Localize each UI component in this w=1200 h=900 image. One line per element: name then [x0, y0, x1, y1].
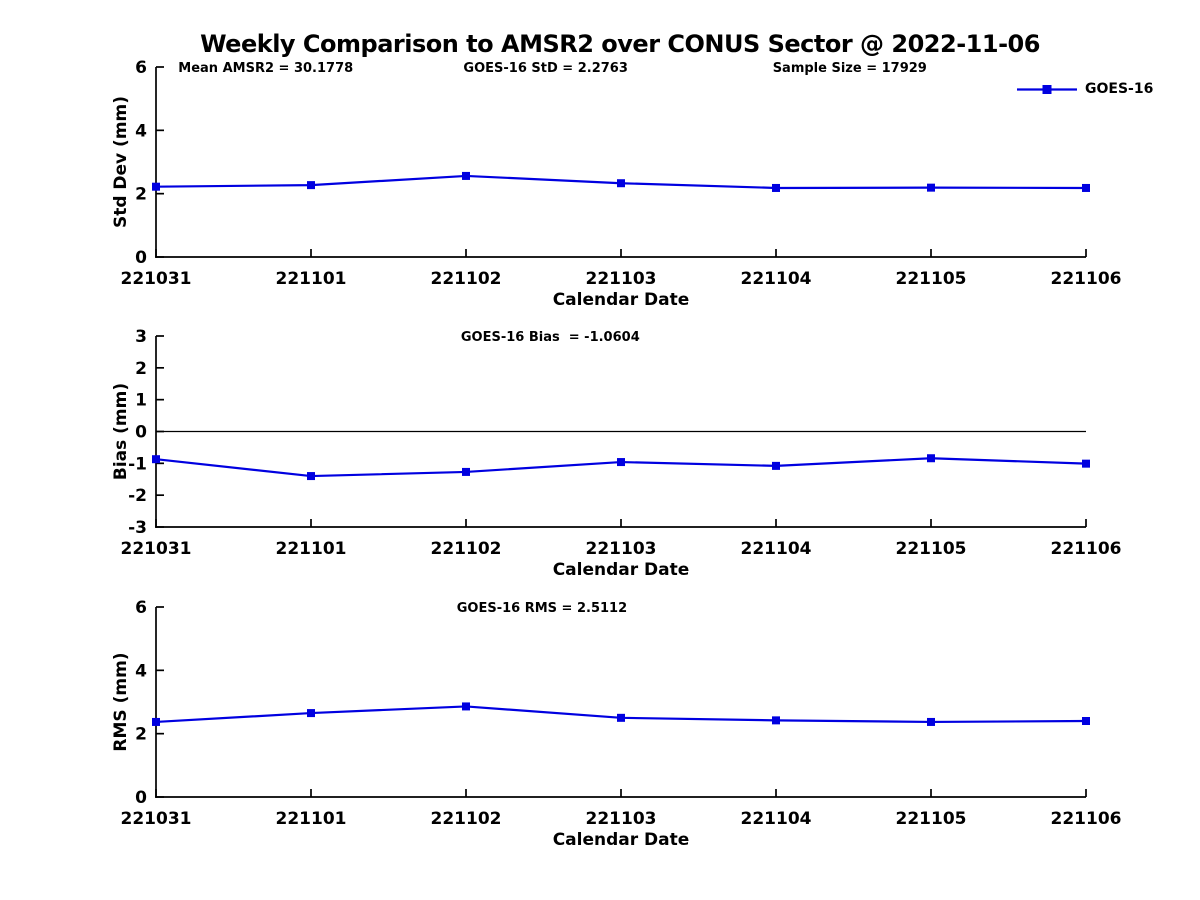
x-tick-label: 221102: [431, 539, 502, 559]
x-tick-label: 221104: [741, 269, 812, 289]
data-point: [1082, 459, 1090, 468]
x-tick-label: 221031: [121, 809, 192, 829]
data-point: [1082, 717, 1090, 725]
x-tick-label: 221101: [276, 809, 347, 829]
legend: GOES-16: [1016, 81, 1153, 97]
data-point: [462, 171, 470, 180]
y-tick-label: -3: [128, 518, 147, 538]
data-point: [462, 467, 470, 476]
y-tick-label: 6: [135, 58, 147, 78]
data-point: [617, 179, 625, 188]
y-tick-label: -2: [128, 486, 147, 506]
x-tick-label: 221104: [741, 809, 812, 829]
x-axis-title: Calendar Date: [553, 830, 690, 850]
x-axis-title: Calendar Date: [553, 560, 690, 580]
data-point: [152, 182, 160, 191]
x-tick-label: 221101: [276, 539, 347, 559]
y-tick-label: 2: [135, 185, 147, 205]
y-tick-label: 3: [135, 327, 147, 347]
data-point: [462, 702, 470, 711]
y-tick-label: 0: [135, 248, 147, 268]
y-tick-label: 0: [135, 788, 147, 808]
y-tick-label: 2: [135, 725, 147, 745]
x-tick-label: 221106: [1051, 809, 1122, 829]
stat-annotation: GOES-16 StD = 2.2763: [463, 61, 627, 76]
subplot-bias: -3 -2 -1 0 1 2 3 221031 221101 221102 221103 221104…: [111, 327, 1121, 580]
legend-line-icon: [1017, 84, 1077, 94]
data-point: [307, 181, 315, 190]
y-tick-label: 6: [135, 598, 147, 618]
x-tick-label: 221102: [431, 809, 502, 829]
y-axis-title: Std Dev (mm): [111, 96, 131, 228]
data-point: [772, 183, 780, 192]
x-tick-label: 221105: [896, 809, 967, 829]
stat-annotation: Sample Size = 17929: [773, 61, 927, 76]
x-tick-label: 221102: [431, 269, 502, 289]
data-point: [152, 455, 160, 464]
data-point: [772, 461, 780, 470]
data-point: [307, 709, 315, 718]
y-tick-label: -1: [128, 454, 147, 474]
x-tick-label: 221106: [1051, 539, 1122, 559]
data-point: [772, 716, 780, 725]
y-tick-label: 4: [135, 661, 147, 681]
x-tick-label: 221103: [586, 809, 657, 829]
x-tick-label: 221031: [121, 269, 192, 289]
data-point: [617, 458, 625, 467]
y-tick-label: 1: [135, 391, 147, 411]
y-axis-title: Bias (mm): [111, 383, 131, 480]
x-tick-label: 221105: [896, 539, 967, 559]
stat-annotation: GOES-16 RMS = 2.5112: [457, 601, 627, 616]
y-tick-label: 0: [135, 423, 147, 443]
x-tick-label: 221101: [276, 269, 347, 289]
y-axis-title: RMS (mm): [111, 652, 131, 751]
stat-annotation: Mean AMSR2 = 30.1778: [178, 61, 353, 76]
x-tick-label: 221104: [741, 539, 812, 559]
x-tick-label: 221103: [586, 269, 657, 289]
y-tick-label: 2: [135, 359, 147, 379]
y-tick-label: 4: [135, 121, 147, 141]
x-tick-label: 221031: [121, 539, 192, 559]
x-tick-label: 221105: [896, 269, 967, 289]
figure-title: Weekly Comparison to AMSR2 over CONUS Se…: [200, 30, 1040, 58]
data-point: [617, 713, 625, 722]
subplot-std-dev: 0 2 4 6 221031 221101 221102 221103 221104 221105…: [111, 58, 1121, 310]
data-point: [307, 472, 315, 481]
x-axis-title: Calendar Date: [553, 290, 690, 310]
data-point: [152, 717, 160, 726]
data-point: [1082, 183, 1090, 192]
data-point: [927, 717, 935, 726]
legend-label: GOES-16: [1085, 81, 1154, 97]
x-tick-label: 221103: [586, 539, 657, 559]
x-tick-label: 221106: [1051, 269, 1122, 289]
stat-annotation: GOES-16 Bias = -1.0604: [461, 330, 640, 345]
data-point: [927, 183, 935, 192]
subplot-rms: 0 2 4 6 221031 221101 221102 221103 221104 221105…: [111, 598, 1121, 850]
data-point: [927, 454, 935, 463]
